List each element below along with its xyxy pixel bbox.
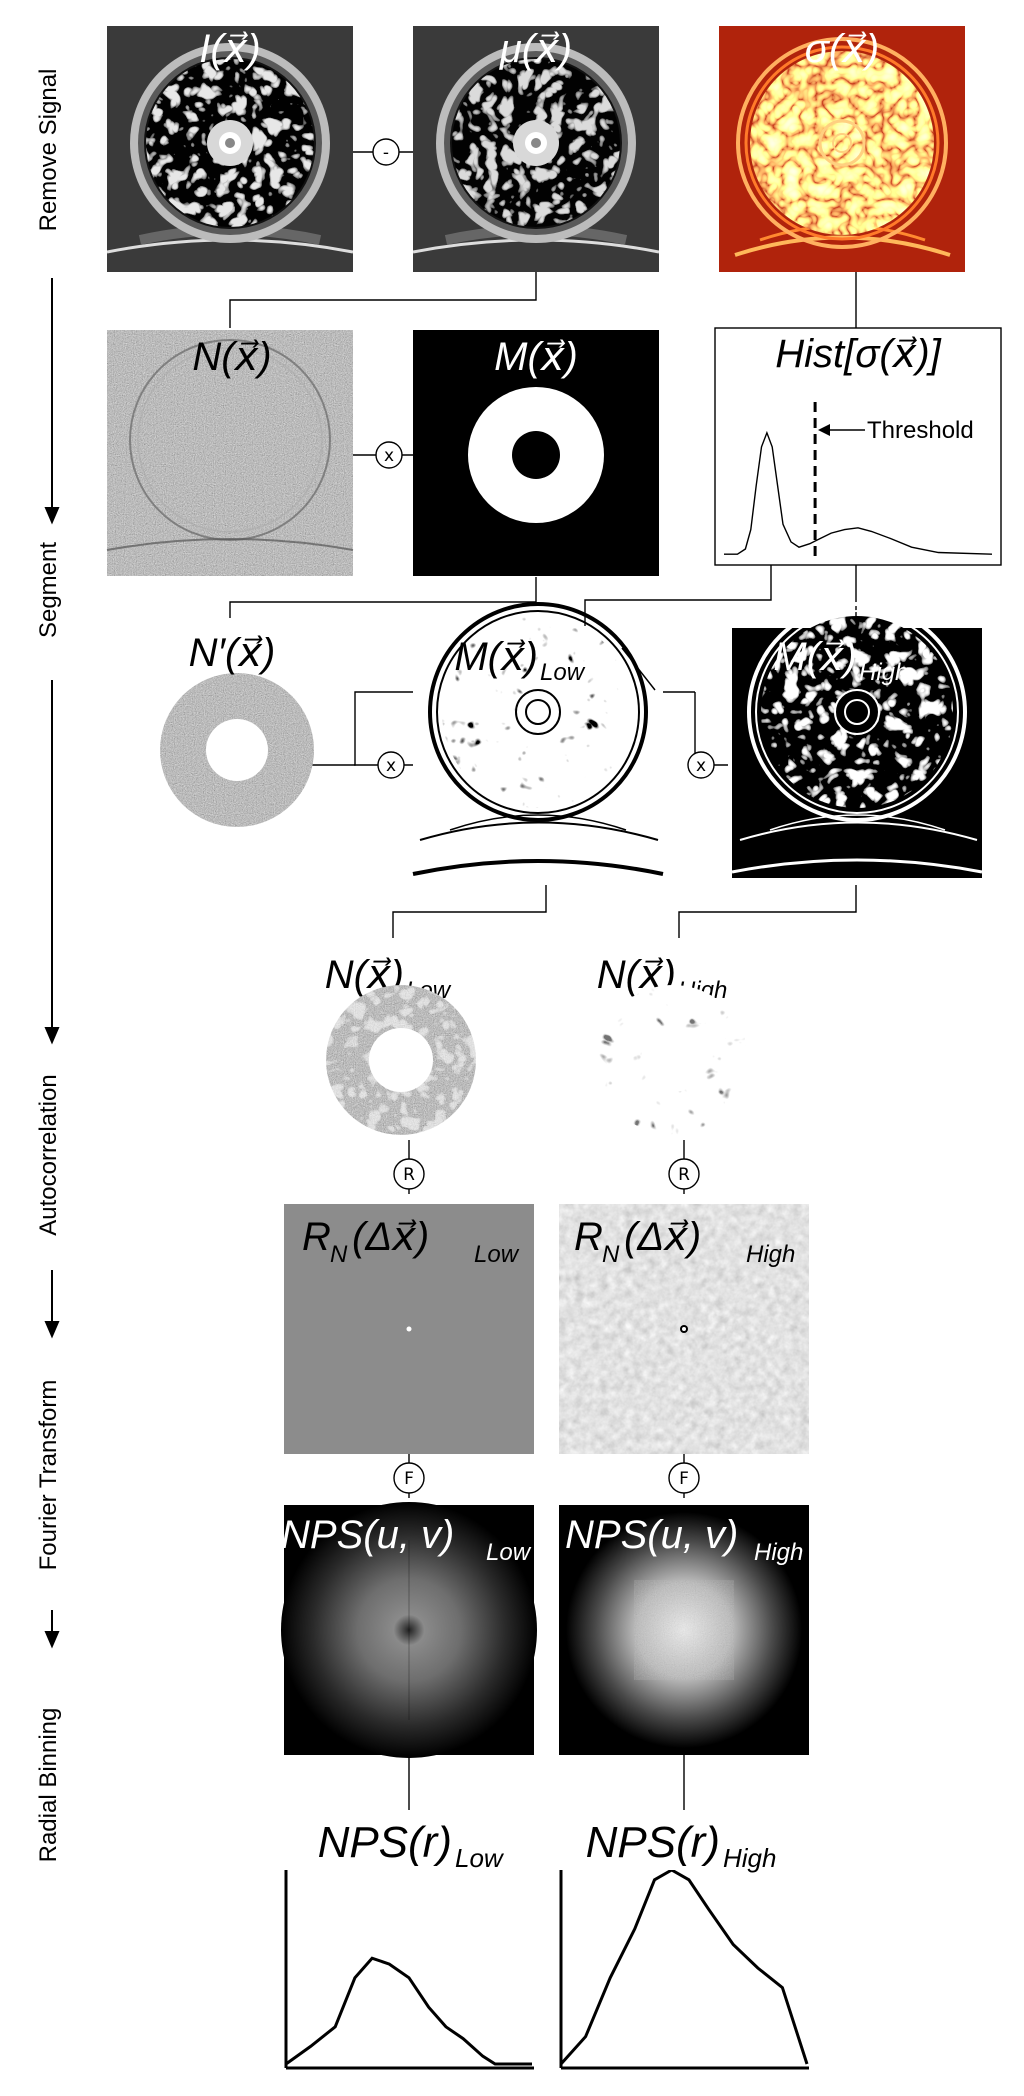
autocorrelation-high-panel: R N (Δx⃗) High xyxy=(559,1204,809,1454)
histogram-panel: Hist[σ(x⃗)] Threshold xyxy=(714,327,1002,566)
mask-low-label: M(x⃗) Low xyxy=(454,635,585,686)
sigma-map-panel: σ(x⃗) xyxy=(719,26,965,272)
multiply-symbol: x xyxy=(696,756,706,776)
fourier-operator-high: F xyxy=(668,1462,700,1494)
mask-low-label-sub: Low xyxy=(540,659,586,686)
rn-low-sub2: Low xyxy=(474,1241,520,1268)
rn-high-arg: (Δx⃗) xyxy=(624,1215,701,1259)
image-ct-panel: I(x⃗) xyxy=(107,26,353,272)
nps-radial-high-label: NPS(r) High xyxy=(586,1818,777,1873)
masked-noise-panel: N′(x⃗) xyxy=(160,631,314,827)
subtract-symbol: - xyxy=(383,143,389,163)
noise-low-panel: N(x⃗) Low xyxy=(325,953,476,1135)
mask-high-label: M(x⃗) High xyxy=(773,635,908,686)
rn-low-sub: N xyxy=(330,1241,348,1268)
nps-uv-low-sub: Low xyxy=(486,1539,532,1566)
nps-radial-high-curve xyxy=(559,1870,809,2066)
mean-label: μ(x⃗) xyxy=(499,27,572,71)
nps-radial-low-label: NPS(r) Low xyxy=(318,1818,505,1873)
autocorrelate-operator-high: R xyxy=(668,1158,700,1190)
sigma-label: σ(x⃗) xyxy=(805,27,879,71)
histogram-curve xyxy=(724,430,993,555)
hist-label: Hist[σ(x⃗)] xyxy=(775,332,941,376)
multiply-symbol: x xyxy=(384,446,394,466)
multiply-operator-mask: x xyxy=(375,441,403,469)
mask-high-label-sub: High xyxy=(859,659,908,686)
multiply-operator-high: x xyxy=(687,751,715,779)
nps-2d-low-panel: NPS(u, v) Low xyxy=(281,1502,537,1758)
step-remove-signal: Remove Signal xyxy=(35,69,62,232)
autocorrelate-symbol: R xyxy=(403,1165,415,1185)
mask-low-panel: M(x⃗) Low xyxy=(412,602,664,878)
noise-image-panel: N(x⃗) xyxy=(106,330,354,576)
nps-radial-high-plot xyxy=(559,1870,809,2070)
noise-high-panel: N(x⃗) High xyxy=(597,953,748,1135)
nps-radial-high-panel: NPS(r) High xyxy=(559,1818,809,2070)
nps-r-low-sub: Low xyxy=(455,1843,505,1873)
nps-r-high-sub: High xyxy=(723,1843,776,1873)
nps-2d-high-panel: NPS(u, v) High xyxy=(559,1505,809,1755)
mask-high-label-main: M(x⃗) xyxy=(773,635,857,679)
fourier-symbol: F xyxy=(679,1469,689,1489)
nps-radial-low-plot xyxy=(284,1870,534,2070)
rn-high-main: R xyxy=(574,1215,603,1259)
nps-uv-high-main: NPS(u, v) xyxy=(565,1513,738,1557)
autocorrelation-low-label: R N (Δx⃗) Low xyxy=(302,1215,520,1268)
step-fourier-transform: Fourier Transform xyxy=(35,1380,62,1571)
mask-panel: M(x⃗) xyxy=(413,330,659,576)
mask-low-label-main: M(x⃗) xyxy=(454,635,538,679)
fourier-symbol: F xyxy=(404,1469,414,1489)
threshold-label: Threshold xyxy=(867,417,974,444)
fourier-operator-low: F xyxy=(393,1462,425,1494)
nps-2d-high-label: NPS(u, v) High xyxy=(565,1513,803,1566)
subtract-operator: - xyxy=(372,138,400,166)
nps-uv-low-main: NPS(u, v) xyxy=(281,1513,454,1557)
autocorrelation-low-panel: R N (Δx⃗) Low xyxy=(284,1204,534,1454)
nps-uv-high-sub: High xyxy=(754,1539,803,1566)
nps-r-high-main: NPS(r) xyxy=(586,1818,720,1867)
mask-label: M(x⃗) xyxy=(494,335,578,379)
rn-low-arg: (Δx⃗) xyxy=(352,1215,429,1259)
step-arrows xyxy=(44,278,60,1649)
step-autocorrelation: Autocorrelation xyxy=(35,1074,62,1235)
noise-label: N(x⃗) xyxy=(192,335,271,379)
nps-r-low-main: NPS(r) xyxy=(318,1818,452,1867)
step-segment: Segment xyxy=(35,542,62,638)
autocorrelate-operator-low: R xyxy=(393,1158,425,1190)
rn-high-sub2: High xyxy=(746,1241,795,1268)
step-radial-binning: Radial Binning xyxy=(35,1708,62,1863)
nps-radial-low-curve xyxy=(285,1956,532,2066)
nps-2d-low-label: NPS(u, v) Low xyxy=(281,1513,532,1566)
step-labels: Remove Signal Segment Autocorrelation Fo… xyxy=(35,69,62,1863)
autocorrelate-symbol: R xyxy=(678,1165,690,1185)
autocorrelation-high-label: R N (Δx⃗) High xyxy=(574,1215,795,1268)
multiply-symbol: x xyxy=(386,756,396,776)
nps-radial-low-panel: NPS(r) Low xyxy=(284,1818,534,2070)
histogram-plot xyxy=(724,402,993,558)
rn-low-main: R xyxy=(302,1215,331,1259)
mean-ct-panel: μ(x⃗) xyxy=(413,26,659,272)
mask-high-panel: M(x⃗) High xyxy=(731,602,983,878)
masked-noise-label: N′(x⃗) xyxy=(189,631,276,675)
multiply-operator-low: x xyxy=(377,751,405,779)
threshold-arrow xyxy=(818,424,865,436)
rn-high-sub: N xyxy=(602,1241,620,1268)
operators: - x x x R R F F xyxy=(372,138,715,1494)
image-label: I(x⃗) xyxy=(199,27,260,71)
